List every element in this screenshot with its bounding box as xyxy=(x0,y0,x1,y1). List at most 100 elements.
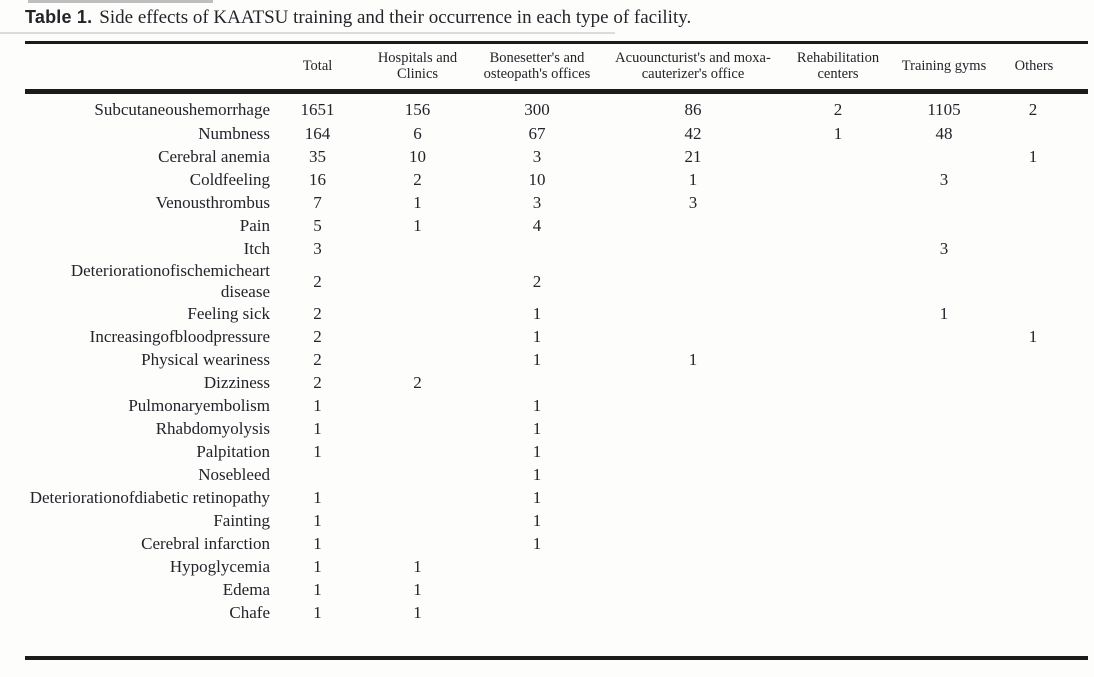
cell-value xyxy=(604,509,782,532)
cell-value xyxy=(782,394,894,417)
cell-value: 300 xyxy=(524,99,550,119)
cell-value xyxy=(365,417,470,440)
cell-value xyxy=(782,509,894,532)
cell-value: 1 xyxy=(833,124,843,143)
cell-value: 7 xyxy=(313,193,322,212)
cell-value xyxy=(994,302,1088,325)
cell-value: 1 xyxy=(1028,327,1038,346)
cell-value xyxy=(365,237,470,260)
cell-side-effect: Rhabdomyolysis xyxy=(155,419,270,438)
cell-value xyxy=(894,325,994,348)
table-row: Deteriorationofischemicheart disease 2 2 xyxy=(25,260,1088,302)
cell-value xyxy=(604,601,782,624)
cell-value: 1 xyxy=(313,580,322,599)
cell-value xyxy=(270,463,365,486)
cell-side-effect: Nosebleed xyxy=(198,465,270,484)
cell-value xyxy=(470,601,604,624)
cell-value: 3 xyxy=(313,239,322,258)
column-header-others: Others xyxy=(994,42,1088,94)
cell-value: 1 xyxy=(688,350,698,369)
table-body: Subcutaneoushemorrhage 1651 156 300 86 2 1105 2… xyxy=(25,92,1088,625)
cell-value: 1 xyxy=(532,327,542,346)
cell-value xyxy=(365,463,470,486)
cell-value: 2 xyxy=(313,327,322,346)
cell-value: 1 xyxy=(532,534,542,553)
column-header-bonesetters: Bonesetter's and osteopath's offices xyxy=(470,42,604,94)
cell-value: 1 xyxy=(413,193,422,212)
table-bottom-rule xyxy=(25,656,1088,660)
cell-side-effect: Itch xyxy=(243,239,270,258)
cell-side-effect: Numbness xyxy=(198,124,270,143)
cell-value xyxy=(365,509,470,532)
cell-value: 10 xyxy=(409,147,426,166)
cell-value: 67 xyxy=(528,124,546,143)
cell-value: 1 xyxy=(313,396,322,415)
cell-value: 156 xyxy=(404,99,431,119)
column-header-training-gyms: Training gyms xyxy=(894,42,994,94)
cell-value: 3 xyxy=(688,193,698,212)
cell-value: 1 xyxy=(532,465,542,484)
cell-value: 86 xyxy=(684,99,702,119)
cell-side-effect: Dizziness xyxy=(203,373,270,392)
cell-value xyxy=(604,440,782,463)
cell-value xyxy=(894,214,994,237)
column-header-hospitals: Hospitals and Clinics xyxy=(365,42,470,94)
cell-value xyxy=(994,122,1088,145)
cell-value xyxy=(994,578,1088,601)
cell-value: 1 xyxy=(532,511,542,530)
cell-value xyxy=(894,371,994,394)
cell-side-effect: Cerebral infarction xyxy=(141,534,270,553)
cell-value xyxy=(782,486,894,509)
cell-value xyxy=(894,463,994,486)
cell-side-effect: Pain xyxy=(239,216,270,235)
table-caption-number: Table 1. xyxy=(25,7,93,27)
table-row: Edema 1 1 xyxy=(25,578,1088,601)
cell-value: 3 xyxy=(939,170,949,189)
table-row: Pain 5 1 4 xyxy=(25,214,1088,237)
cell-value: 2 xyxy=(313,373,322,392)
cell-value xyxy=(782,371,894,394)
cell-value: 2 xyxy=(313,350,322,369)
table-row: Dizziness 2 2 xyxy=(25,371,1088,394)
cell-value: 42 xyxy=(684,124,702,143)
cell-value xyxy=(604,302,782,325)
cell-value xyxy=(894,555,994,578)
cell-value xyxy=(782,440,894,463)
side-effects-table: Total Hospitals and Clinics Bonesetter's… xyxy=(25,41,1088,624)
table-row: Hypoglycemia 1 1 xyxy=(25,555,1088,578)
cell-value xyxy=(470,371,604,394)
cell-value xyxy=(894,145,994,168)
cell-value xyxy=(604,237,782,260)
table-row: Rhabdomyolysis 1 1 xyxy=(25,417,1088,440)
cell-value xyxy=(470,578,604,601)
cell-value: 2 xyxy=(413,170,422,189)
cell-value xyxy=(782,168,894,191)
cell-value xyxy=(365,532,470,555)
table-row: Cerebral anemia 35 10 3 21 1 xyxy=(25,145,1088,168)
cell-value xyxy=(894,440,994,463)
cell-value: 1 xyxy=(413,603,422,622)
cell-value xyxy=(365,440,470,463)
cell-value xyxy=(365,260,470,302)
cell-value: 6 xyxy=(413,124,422,143)
cell-value xyxy=(782,325,894,348)
cell-value: 1 xyxy=(688,170,698,189)
table-row: Feeling sick 2 1 1 xyxy=(25,302,1088,325)
table-row: Venousthrombus 7 1 3 3 xyxy=(25,191,1088,214)
cell-value xyxy=(994,191,1088,214)
cell-value xyxy=(894,394,994,417)
cell-value: 1 xyxy=(532,350,542,369)
cell-value xyxy=(604,371,782,394)
table-row: Increasingofbloodpressure 2 1 1 xyxy=(25,325,1088,348)
cell-value xyxy=(994,532,1088,555)
cell-value: 1 xyxy=(313,511,322,530)
cell-value xyxy=(782,237,894,260)
cell-value xyxy=(894,486,994,509)
cell-value: 1 xyxy=(313,557,322,576)
table-row: Nosebleed 1 xyxy=(25,463,1088,486)
cell-side-effect: Increasingofbloodpressure xyxy=(89,327,270,346)
cell-value xyxy=(994,509,1088,532)
cell-value xyxy=(470,555,604,578)
table-row: Subcutaneoushemorrhage 1651 156 300 86 2 1105 2 xyxy=(25,92,1088,123)
